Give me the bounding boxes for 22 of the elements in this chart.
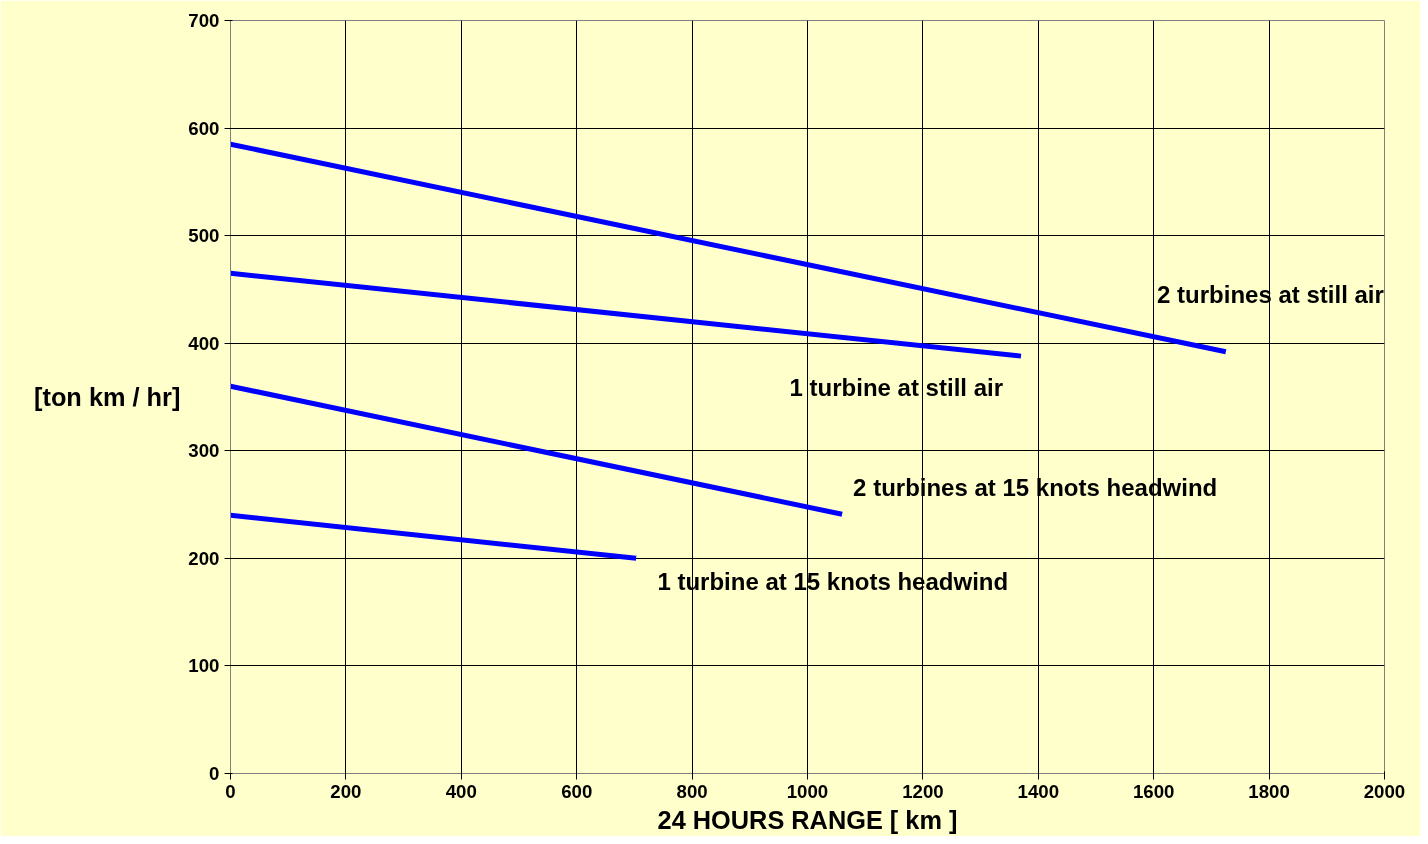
x-tick-label: 1000 [786,780,829,802]
y-tick-label: 700 [188,10,220,31]
y-tick-label: 400 [188,332,220,354]
y-tick-label: 500 [188,225,220,247]
x-tick-label: 800 [676,780,708,802]
x-tick-label: 200 [330,780,362,802]
x-axis-title: 24 HOURS RANGE [ km ] [657,805,958,834]
x-tick-label: 1800 [1248,780,1290,802]
x-tick-label: 2000 [1363,780,1406,802]
x-tick-label: 0 [225,780,236,802]
y-tick-label: 0 [209,763,220,784]
y-tick-label: 300 [188,440,220,462]
x-tick-label: 1400 [1017,780,1060,802]
x-tick-label: 400 [445,780,477,802]
x-tick-label: 600 [561,780,593,802]
y-tick-label: 100 [188,655,220,677]
y-tick-label: 600 [188,117,220,139]
x-tick-label: 1600 [1132,780,1175,802]
series-label: 1 turbine at still air [789,373,1003,401]
y-tick-label: 200 [188,547,220,569]
x-tick-label: 1200 [902,780,944,802]
y-axis-title: [ton km / hr] [34,383,181,411]
